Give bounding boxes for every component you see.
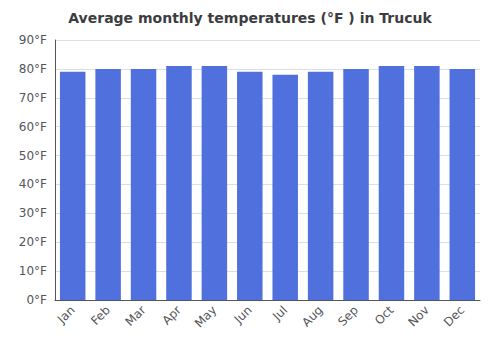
svg-text:90°F: 90°F <box>19 33 47 47</box>
svg-text:60°F: 60°F <box>19 120 47 134</box>
svg-text:80°F: 80°F <box>19 62 47 76</box>
svg-text:Oct: Oct <box>372 303 397 328</box>
svg-text:Average monthly temperatures (: Average monthly temperatures (°F ) in Tr… <box>68 10 432 26</box>
svg-text:Jun: Jun <box>231 303 255 327</box>
svg-text:70°F: 70°F <box>19 91 47 105</box>
svg-text:40°F: 40°F <box>19 177 47 191</box>
svg-text:Mar: Mar <box>123 303 149 329</box>
svg-text:May: May <box>192 303 219 330</box>
svg-text:20°F: 20°F <box>19 235 47 249</box>
svg-text:Nov: Nov <box>405 303 431 329</box>
svg-text:30°F: 30°F <box>19 206 47 220</box>
svg-text:Sep: Sep <box>335 303 361 329</box>
svg-text:Aug: Aug <box>299 303 325 329</box>
svg-text:Dec: Dec <box>441 303 467 329</box>
svg-text:50°F: 50°F <box>19 149 47 163</box>
svg-text:Feb: Feb <box>88 303 113 328</box>
svg-text:10°F: 10°F <box>19 264 47 278</box>
svg-text:Jul: Jul <box>269 303 290 324</box>
svg-text:Apr: Apr <box>159 303 184 328</box>
svg-text:0°F: 0°F <box>26 293 47 307</box>
svg-text:Jan: Jan <box>54 303 78 327</box>
